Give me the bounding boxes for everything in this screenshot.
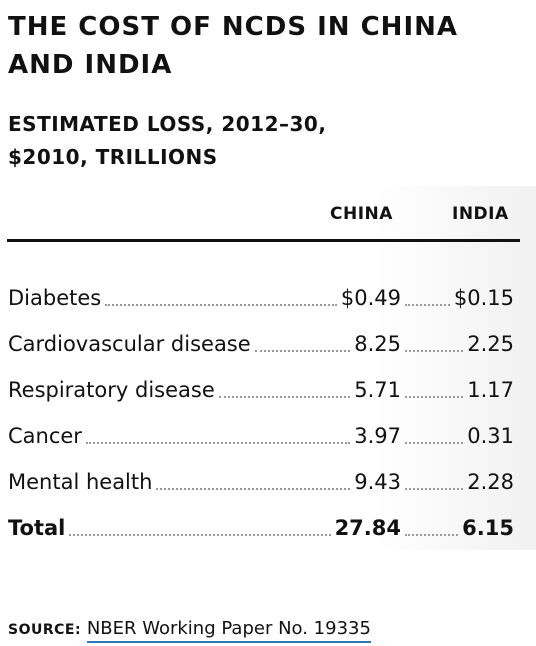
column-header-china: China bbox=[330, 204, 393, 224]
india-value: 1.17 bbox=[467, 378, 514, 402]
row-label: Cardiovascular disease bbox=[8, 332, 251, 356]
table-row: Mental health 9.43 2.28 bbox=[8, 466, 514, 498]
header-rule bbox=[7, 239, 520, 242]
row-label: Total bbox=[8, 516, 66, 540]
china-value: 27.84 bbox=[334, 516, 401, 540]
row-label: Respiratory disease bbox=[8, 378, 215, 402]
row-label: Diabetes bbox=[8, 286, 102, 310]
china-value: 8.25 bbox=[354, 332, 401, 356]
india-value: 0.31 bbox=[467, 424, 514, 448]
leader-dots bbox=[69, 534, 331, 536]
leader-dots bbox=[405, 488, 463, 490]
china-value: $0.49 bbox=[340, 286, 401, 310]
row-label: Cancer bbox=[8, 424, 82, 448]
leader-dots bbox=[219, 396, 350, 398]
column-header-india: India bbox=[452, 204, 509, 224]
table-row: Cardiovascular disease 8.25 2.25 bbox=[8, 328, 514, 360]
source-note: Source: NBER Working Paper No. 19335 bbox=[8, 616, 371, 643]
table-total-row: Total 27.84 6.15 bbox=[8, 512, 514, 544]
leader-dots bbox=[156, 488, 350, 490]
india-value: $0.15 bbox=[453, 286, 514, 310]
table-row: Cancer 3.97 0.31 bbox=[8, 420, 514, 452]
india-value: 6.15 bbox=[462, 516, 514, 540]
source-label: Source: bbox=[8, 622, 82, 638]
leader-dots bbox=[86, 442, 350, 444]
subtitle-line-2: $2010, trillions bbox=[8, 145, 218, 169]
leader-dots bbox=[405, 350, 463, 352]
india-value: 2.28 bbox=[467, 470, 514, 494]
china-value: 5.71 bbox=[354, 378, 401, 402]
row-label: Mental health bbox=[8, 470, 153, 494]
china-value: 9.43 bbox=[354, 470, 401, 494]
chart-title: The cost of NCDs in China and India bbox=[8, 12, 459, 80]
leader-dots bbox=[255, 350, 350, 352]
chart-subtitle: Estimated loss, 2012–30, $2010, trillion… bbox=[8, 108, 528, 174]
source-link[interactable]: NBER Working Paper No. 19335 bbox=[86, 618, 371, 643]
table-row: Respiratory disease 5.71 1.17 bbox=[8, 374, 514, 406]
leader-dots bbox=[105, 304, 337, 306]
leader-dots bbox=[405, 442, 463, 444]
china-value: 3.97 bbox=[354, 424, 401, 448]
table-row: Diabetes $0.49 $0.15 bbox=[8, 282, 514, 314]
india-value: 2.25 bbox=[467, 332, 514, 356]
leader-dots bbox=[405, 396, 463, 398]
leader-dots bbox=[405, 534, 458, 536]
subtitle-line-1: Estimated loss, 2012–30, bbox=[8, 112, 327, 136]
leader-dots bbox=[405, 304, 450, 306]
